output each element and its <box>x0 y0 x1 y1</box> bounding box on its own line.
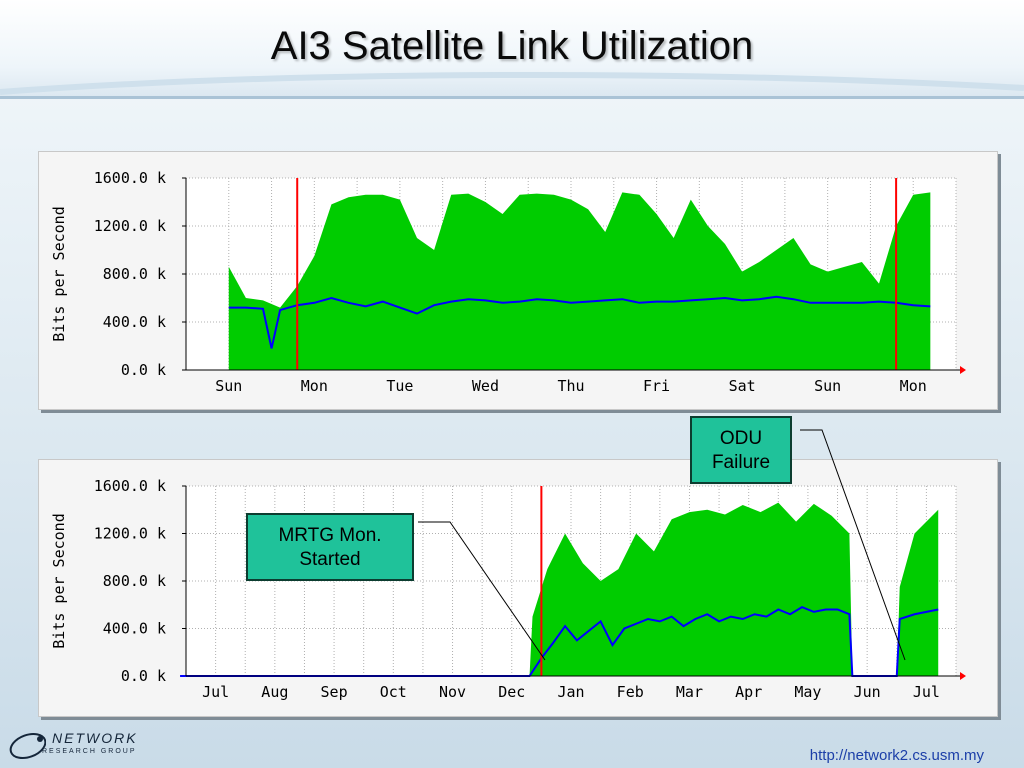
weekly-xtick-label: Mon <box>301 377 328 395</box>
yearly-inbound-area <box>180 502 939 676</box>
odu-failure-callout: ODU Failure <box>690 416 792 484</box>
yearly-xtick-label: Jun <box>854 683 881 701</box>
yearly-xtick-label: Jul <box>202 683 229 701</box>
yearly-xtick-label: Jul <box>913 683 940 701</box>
logo-swirl-icon <box>9 732 46 760</box>
weekly-xtick-label: Mon <box>900 377 927 395</box>
weekly-xtick-label: Sun <box>215 377 242 395</box>
slide-title: AI3 Satellite Link Utilization <box>270 24 754 68</box>
yearly-chart-svg: 0.0 k 400.0 k 800.0 k 1200.0 k 1600.0 k Jul Au… <box>50 477 966 701</box>
yearly-xtick-label: Feb <box>617 683 644 701</box>
header-swoosh-decoration <box>0 71 1024 95</box>
weekly-xtick-label: Sat <box>729 377 756 395</box>
weekly-xtick-label: Fri <box>643 377 670 395</box>
weekly-utilization-chart: 0.0 k 400.0 k 800.0 k 1200.0 k 1600.0 k Sun Mo… <box>38 151 998 410</box>
yearly-xtick-label: Sep <box>321 683 348 701</box>
yearly-xtick-label: Nov <box>439 683 466 701</box>
footer-url: http://network2.cs.usm.my <box>809 747 984 764</box>
yearly-x-axis-arrow <box>960 672 966 680</box>
weekly-xtick-label: Sun <box>814 377 841 395</box>
weekly-ytick-label: 400.0 k <box>103 313 166 331</box>
yearly-ytick-label: 0.0 k <box>121 667 166 685</box>
weekly-chart-svg: 0.0 k 400.0 k 800.0 k 1200.0 k 1600.0 k Sun Mo… <box>50 169 966 395</box>
weekly-outbound-line <box>228 295 931 349</box>
weekly-ylabel: Bits per Second <box>50 206 68 341</box>
yearly-xtick-label: Jan <box>557 683 584 701</box>
network-research-group-logo: NETWORK RESEARCH GROUP <box>6 728 156 764</box>
yearly-ytick-label: 800.0 k <box>103 572 166 590</box>
weekly-xtick-label: Tue <box>386 377 413 395</box>
yearly-ytick-label: 1200.0 k <box>94 525 166 543</box>
weekly-ytick-label: 0.0 k <box>121 361 166 379</box>
yearly-xtick-label: Aug <box>261 683 288 701</box>
logo-name: NETWORK <box>52 730 138 746</box>
yearly-utilization-chart: 0.0 k 400.0 k 800.0 k 1200.0 k 1600.0 k Jul Au… <box>38 459 998 717</box>
yearly-ytick-label: 1600.0 k <box>94 477 166 495</box>
mrtg-started-callout: MRTG Mon. Started <box>246 513 414 581</box>
logo-subtitle: RESEARCH GROUP <box>42 748 137 755</box>
weekly-x-axis-arrow <box>960 366 966 374</box>
weekly-ytick-label: 800.0 k <box>103 265 166 283</box>
slide-header: AI3 Satellite Link Utilization <box>0 0 1024 99</box>
yearly-ytick-label: 400.0 k <box>103 620 166 638</box>
yearly-xtick-label: Mar <box>676 683 703 701</box>
odu-leader-line <box>800 429 906 661</box>
yearly-ylabel: Bits per Second <box>50 513 68 648</box>
weekly-inbound-area <box>228 192 931 370</box>
yearly-xtick-label: May <box>794 683 821 701</box>
yearly-xtick-label: Oct <box>380 683 407 701</box>
weekly-ytick-label: 1200.0 k <box>94 217 166 235</box>
mrtg-started-text: MRTG Mon. Started <box>278 525 382 570</box>
weekly-xtick-label: Wed <box>472 377 499 395</box>
yearly-outbound-line <box>180 606 939 677</box>
weekly-ytick-label: 1600.0 k <box>94 169 166 187</box>
yearly-xtick-label: Dec <box>498 683 525 701</box>
mrtg-leader-line <box>418 521 546 661</box>
weekly-xtick-label: Thu <box>557 377 584 395</box>
odu-failure-text: ODU Failure <box>711 428 771 473</box>
yearly-xtick-label: Apr <box>735 683 762 701</box>
